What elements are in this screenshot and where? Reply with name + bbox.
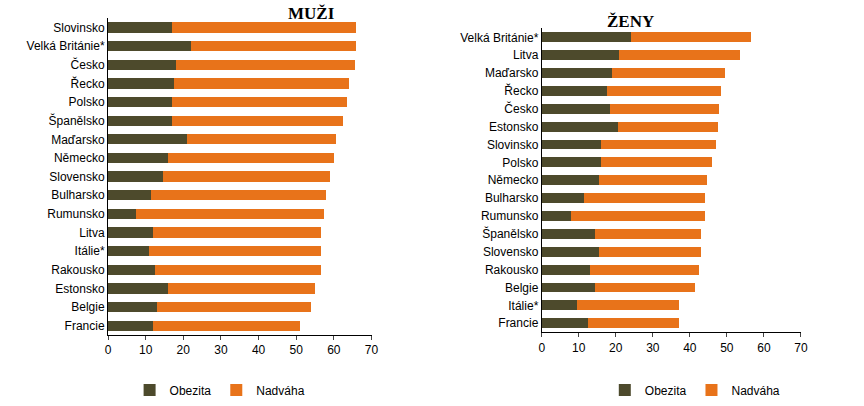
svg-text:Německo: Německo xyxy=(488,173,539,187)
svg-text:10: 10 xyxy=(139,343,153,357)
svg-text:Slovinsko: Slovinsko xyxy=(487,138,539,152)
svg-text:Velká Británie*: Velká Británie* xyxy=(27,39,105,53)
svg-text:20: 20 xyxy=(609,341,623,355)
svg-text:Litva: Litva xyxy=(513,48,539,62)
svg-text:Francie: Francie xyxy=(65,319,105,333)
svg-text:60: 60 xyxy=(757,341,771,355)
svg-text:Rumunsko: Rumunsko xyxy=(47,207,105,221)
svg-text:Nadváha: Nadváha xyxy=(731,384,779,398)
svg-text:Řecko: Řecko xyxy=(504,83,538,98)
svg-text:Francie: Francie xyxy=(498,316,538,330)
svg-text:Maďarsko: Maďarsko xyxy=(51,133,105,147)
svg-text:20: 20 xyxy=(177,343,191,357)
svg-text:ŽENY: ŽENY xyxy=(607,12,654,31)
svg-text:Obezita: Obezita xyxy=(645,384,687,398)
svg-text:Česko: Česko xyxy=(71,57,105,72)
svg-text:50: 50 xyxy=(290,343,304,357)
svg-text:30: 30 xyxy=(646,341,660,355)
svg-text:Bulharsko: Bulharsko xyxy=(485,191,539,205)
svg-text:40: 40 xyxy=(683,341,697,355)
svg-text:Nadváha: Nadváha xyxy=(256,384,304,398)
svg-text:Španělsko: Španělsko xyxy=(482,226,538,241)
svg-text:60: 60 xyxy=(327,343,341,357)
svg-text:Španělsko: Španělsko xyxy=(49,113,105,128)
svg-text:Slovensko: Slovensko xyxy=(49,170,105,184)
svg-text:Belgie: Belgie xyxy=(71,300,105,314)
svg-text:Litva: Litva xyxy=(79,226,105,240)
svg-text:Obezita: Obezita xyxy=(170,384,212,398)
svg-text:Bulharsko: Bulharsko xyxy=(51,188,105,202)
svg-text:Polsko: Polsko xyxy=(502,156,538,170)
svg-text:Německo: Německo xyxy=(54,151,105,165)
svg-text:40: 40 xyxy=(252,343,266,357)
svg-text:Slovinsko: Slovinsko xyxy=(53,21,105,35)
svg-text:Estonsko: Estonsko xyxy=(489,120,539,134)
svg-text:Rumunsko: Rumunsko xyxy=(481,209,539,223)
svg-text:0: 0 xyxy=(105,343,112,357)
svg-text:50: 50 xyxy=(720,341,734,355)
svg-text:Maďarsko: Maďarsko xyxy=(485,66,539,80)
svg-text:MUŽI: MUŽI xyxy=(288,4,335,23)
svg-text:0: 0 xyxy=(538,341,545,355)
svg-text:Slovensko: Slovensko xyxy=(483,245,539,259)
svg-text:Polsko: Polsko xyxy=(69,95,105,109)
svg-text:70: 70 xyxy=(365,343,379,357)
svg-text:Velká Británie*: Velká Británie* xyxy=(460,31,538,45)
svg-text:Řecko: Řecko xyxy=(71,76,105,91)
svg-text:Itálie*: Itálie* xyxy=(508,299,538,313)
svg-text:30: 30 xyxy=(214,343,228,357)
svg-text:Itálie*: Itálie* xyxy=(75,244,105,258)
svg-text:Estonsko: Estonsko xyxy=(55,282,105,296)
svg-text:Rakousko: Rakousko xyxy=(485,263,539,277)
svg-text:Česko: Česko xyxy=(504,101,538,116)
svg-text:70: 70 xyxy=(794,341,808,355)
svg-text:10: 10 xyxy=(572,341,586,355)
svg-text:Belgie: Belgie xyxy=(505,281,539,295)
svg-text:Rakousko: Rakousko xyxy=(51,263,105,277)
